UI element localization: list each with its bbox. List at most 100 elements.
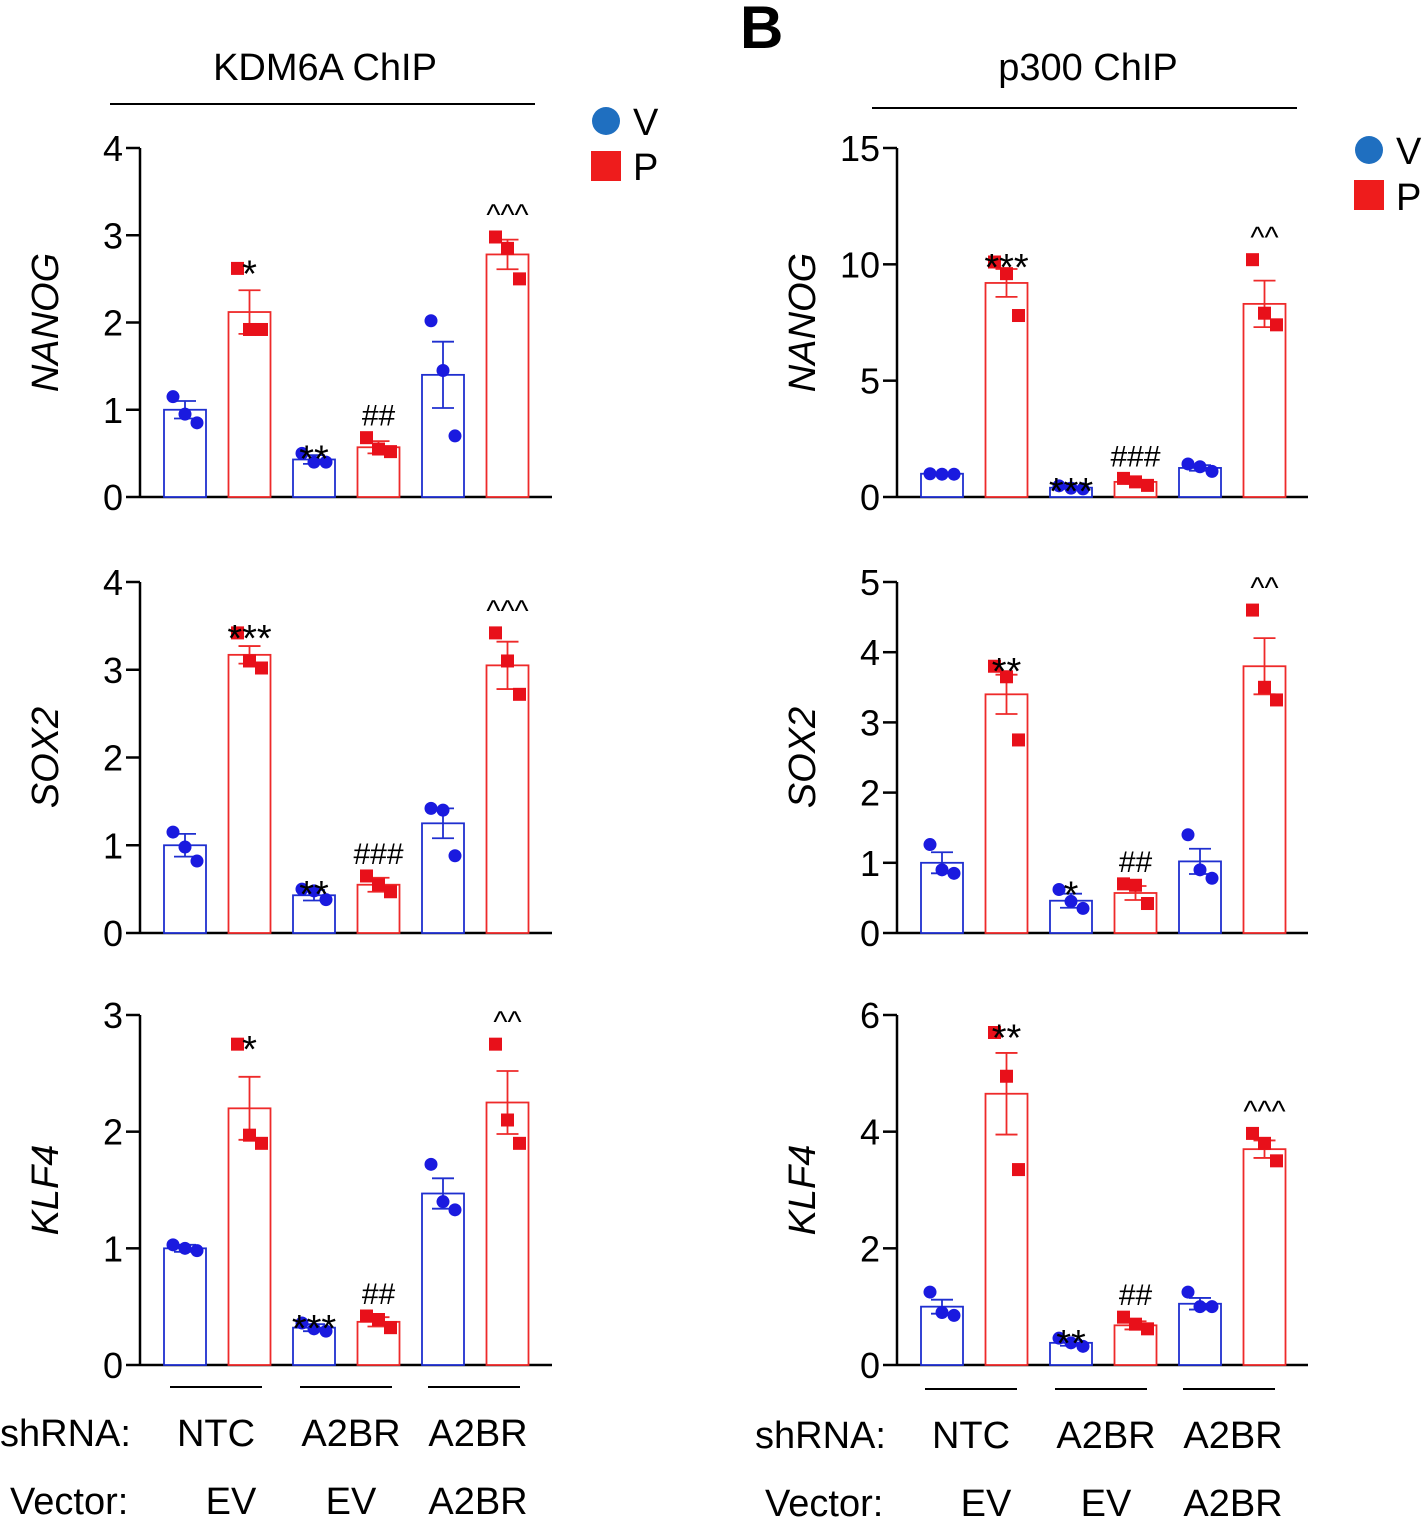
significance-label: ##: [1119, 1279, 1153, 1312]
vector-row-label: Vector:: [765, 1483, 883, 1519]
significance-label: ###: [1110, 440, 1160, 473]
y-tick-label: 0: [860, 477, 880, 518]
y-tick-label: 1: [103, 825, 123, 866]
data-point-p: [360, 869, 373, 883]
significance-label: ***: [227, 618, 272, 660]
legend-p-marker: [1354, 180, 1384, 210]
data-point-p: [1012, 733, 1025, 747]
data-point-v: [1052, 1331, 1066, 1345]
significance-label: ***: [1049, 471, 1094, 513]
data-point-p: [1129, 1317, 1142, 1331]
y-tick-label: 4: [860, 1112, 880, 1153]
significance-label: ^^^: [486, 199, 528, 232]
data-point-p: [255, 1136, 268, 1150]
data-point-p: [1129, 878, 1142, 892]
data-point-p: [1246, 253, 1259, 267]
data-point-p: [513, 272, 526, 286]
y-tick-label: 3: [860, 702, 880, 743]
data-point-v: [307, 1322, 321, 1336]
data-point-p: [501, 654, 514, 668]
data-point-p: [489, 230, 502, 244]
shrna-a2br: A2BR: [428, 1413, 527, 1455]
data-point-p: [1258, 680, 1271, 694]
legend-p-label: P: [1396, 177, 1421, 219]
bar-v: [163, 1247, 207, 1366]
data-point-p: [988, 255, 1001, 269]
data-point-v: [935, 1306, 949, 1319]
data-point-p: [1270, 1154, 1283, 1168]
data-point-p: [255, 322, 268, 336]
significance-label: ##: [362, 1278, 396, 1311]
row-labels-right: shRNA: NTC A2BR A2BR Vector: EV EV A2BR: [755, 1415, 1283, 1519]
data-point-v: [319, 1324, 333, 1338]
data-point-v: [1076, 1339, 1090, 1353]
y-axis-label: SOX2: [782, 707, 824, 808]
significance-label: ^^: [493, 1006, 521, 1039]
data-point-p: [243, 654, 256, 668]
significance-label: ##: [362, 400, 396, 433]
y-tick-label: 0: [860, 913, 880, 954]
y-tick-label: 3: [103, 650, 123, 691]
data-point-v: [923, 838, 937, 852]
data-point-p: [1258, 306, 1271, 320]
data-point-p: [1000, 1069, 1013, 1083]
bar-p: [1242, 665, 1287, 934]
bar-p: [984, 1092, 1029, 1366]
y-tick-label: 1: [103, 1228, 123, 1269]
data-point-v: [947, 1308, 961, 1322]
y-tick-label: 4: [103, 128, 123, 169]
data-point-p: [231, 261, 244, 275]
data-point-v: [1181, 457, 1195, 471]
vector-a2br: A2BR: [428, 1481, 527, 1519]
data-point-v: [295, 446, 309, 460]
data-point-v: [1064, 481, 1078, 495]
legend-p-label: P: [633, 147, 658, 189]
shrna-a2br: A2BR: [301, 1413, 400, 1455]
data-point-v: [190, 1244, 204, 1258]
data-point-p: [988, 1026, 1001, 1039]
data-point-p: [1258, 1136, 1271, 1150]
vector-ev: EV: [961, 1483, 1012, 1519]
y-axis-label: NANOG: [25, 253, 67, 392]
y-tick-label: 10: [840, 244, 880, 285]
y-tick-label: 2: [103, 303, 123, 344]
data-point-p: [360, 1309, 373, 1323]
y-tick-label: 4: [860, 632, 880, 673]
data-point-v: [190, 854, 204, 868]
y-tick-label: 6: [860, 995, 880, 1036]
y-tick-label: 2: [103, 738, 123, 779]
legend-v-marker: [1355, 136, 1383, 164]
bar-p: [984, 693, 1029, 934]
significance-label: *: [1064, 874, 1079, 916]
y-tick-label: 4: [103, 562, 123, 603]
data-point-p: [1246, 1126, 1259, 1140]
data-point-p: [988, 659, 1001, 673]
data-point-p: [384, 445, 397, 459]
data-point-v: [166, 1238, 180, 1252]
data-point-v: [448, 849, 462, 863]
data-point-p: [489, 1037, 502, 1051]
y-tick-label: 0: [103, 913, 123, 954]
significance-label: ***: [984, 247, 1029, 289]
data-point-v: [935, 467, 949, 481]
data-point-p: [1141, 1322, 1154, 1336]
data-point-v: [424, 1157, 438, 1171]
bar-p: [227, 311, 272, 498]
significance-label: **: [992, 651, 1022, 693]
data-point-v: [923, 1285, 937, 1299]
data-point-p: [243, 322, 256, 336]
data-point-p: [384, 885, 397, 899]
data-point-p: [231, 1037, 244, 1051]
shrna-a2br: A2BR: [1183, 1415, 1282, 1457]
data-point-v: [178, 407, 192, 421]
data-point-p: [1141, 897, 1154, 911]
y-tick-label: 15: [840, 128, 880, 169]
data-point-p: [243, 1128, 256, 1142]
significance-label: **: [299, 874, 329, 916]
data-point-p: [501, 1113, 514, 1127]
significance-label: **: [992, 1018, 1022, 1060]
data-point-p: [1129, 475, 1142, 489]
data-point-v: [424, 314, 438, 328]
